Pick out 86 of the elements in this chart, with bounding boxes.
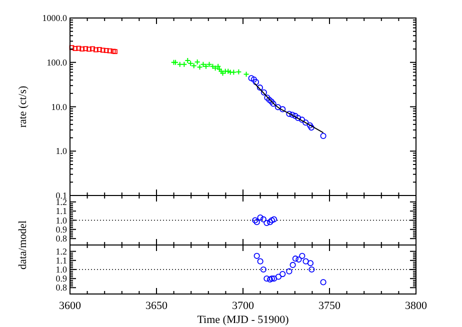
x-axis-title: Time (MJD - 51900) [197, 314, 290, 326]
point [306, 122, 313, 128]
point [268, 98, 274, 105]
y-tick-label: 0.8 [56, 234, 68, 244]
point [76, 46, 82, 51]
point [243, 71, 250, 78]
point [254, 252, 260, 259]
point [181, 61, 188, 68]
point [230, 69, 237, 76]
point [72, 46, 78, 51]
y-axis-title: data/model [17, 220, 29, 270]
point [190, 62, 197, 69]
point [176, 61, 183, 68]
y-tick-label: 10.0 [51, 102, 68, 112]
y-axis-title: rate (ct/s) [17, 86, 29, 128]
point [264, 276, 270, 282]
point [302, 258, 309, 264]
x-tick-label: 3600 [59, 300, 82, 312]
point [257, 258, 264, 264]
point [100, 48, 106, 53]
y-tick-label: 1.1 [56, 255, 67, 266]
point [104, 48, 109, 53]
point [107, 48, 112, 54]
point [320, 132, 326, 139]
point [96, 47, 102, 52]
point [270, 100, 276, 107]
point [270, 276, 278, 282]
point [290, 262, 296, 268]
point [212, 65, 218, 72]
x-tick-label: 3650 [146, 300, 168, 312]
point [292, 256, 298, 262]
point [286, 268, 292, 274]
point [308, 266, 315, 273]
point [200, 61, 206, 68]
point [320, 279, 326, 286]
x-tick-label: 3750 [318, 300, 341, 312]
y-tick-label: 0.9 [56, 274, 68, 284]
y-tick-label: 0.1 [56, 190, 67, 200]
point [299, 252, 306, 259]
y-tick-label: 1.0 [56, 215, 68, 226]
point [94, 47, 98, 52]
point [308, 124, 314, 131]
point [188, 60, 194, 66]
point [236, 68, 242, 75]
point [280, 106, 286, 112]
point [172, 59, 179, 66]
point [264, 94, 270, 101]
point [206, 61, 212, 68]
point [260, 266, 266, 273]
y-tick-label: 100.0 [46, 57, 68, 68]
point [298, 116, 306, 123]
point [275, 274, 282, 280]
x-tick-label: 3800 [405, 300, 428, 312]
point [302, 120, 309, 126]
point [268, 276, 275, 282]
point [266, 96, 272, 103]
y-tick-label: 1.2 [56, 246, 67, 256]
y-tick-label: 1.1 [56, 206, 67, 216]
point [292, 112, 298, 120]
y-tick-label: 1000.0 [42, 13, 68, 23]
point [248, 75, 254, 82]
point [294, 114, 302, 121]
point [260, 89, 267, 96]
point [266, 276, 274, 283]
x-tick-label: 3700 [232, 300, 254, 312]
point [250, 76, 257, 83]
point [296, 256, 302, 263]
point [252, 79, 260, 86]
point [83, 46, 88, 52]
point [110, 48, 116, 54]
point [112, 49, 118, 54]
point [280, 270, 286, 278]
y-tick-label: 0.9 [56, 224, 68, 234]
point [286, 110, 292, 117]
point [307, 260, 314, 266]
y-tick-label: 1.0 [56, 146, 68, 156]
point [69, 45, 74, 50]
point [90, 46, 95, 52]
y-tick-label: 0.8 [56, 282, 68, 293]
point [80, 46, 85, 52]
point [289, 112, 296, 118]
point [274, 104, 281, 110]
y-tick-label: 1.0 [56, 264, 68, 274]
point [210, 63, 216, 70]
point [86, 46, 92, 52]
point [256, 84, 264, 91]
